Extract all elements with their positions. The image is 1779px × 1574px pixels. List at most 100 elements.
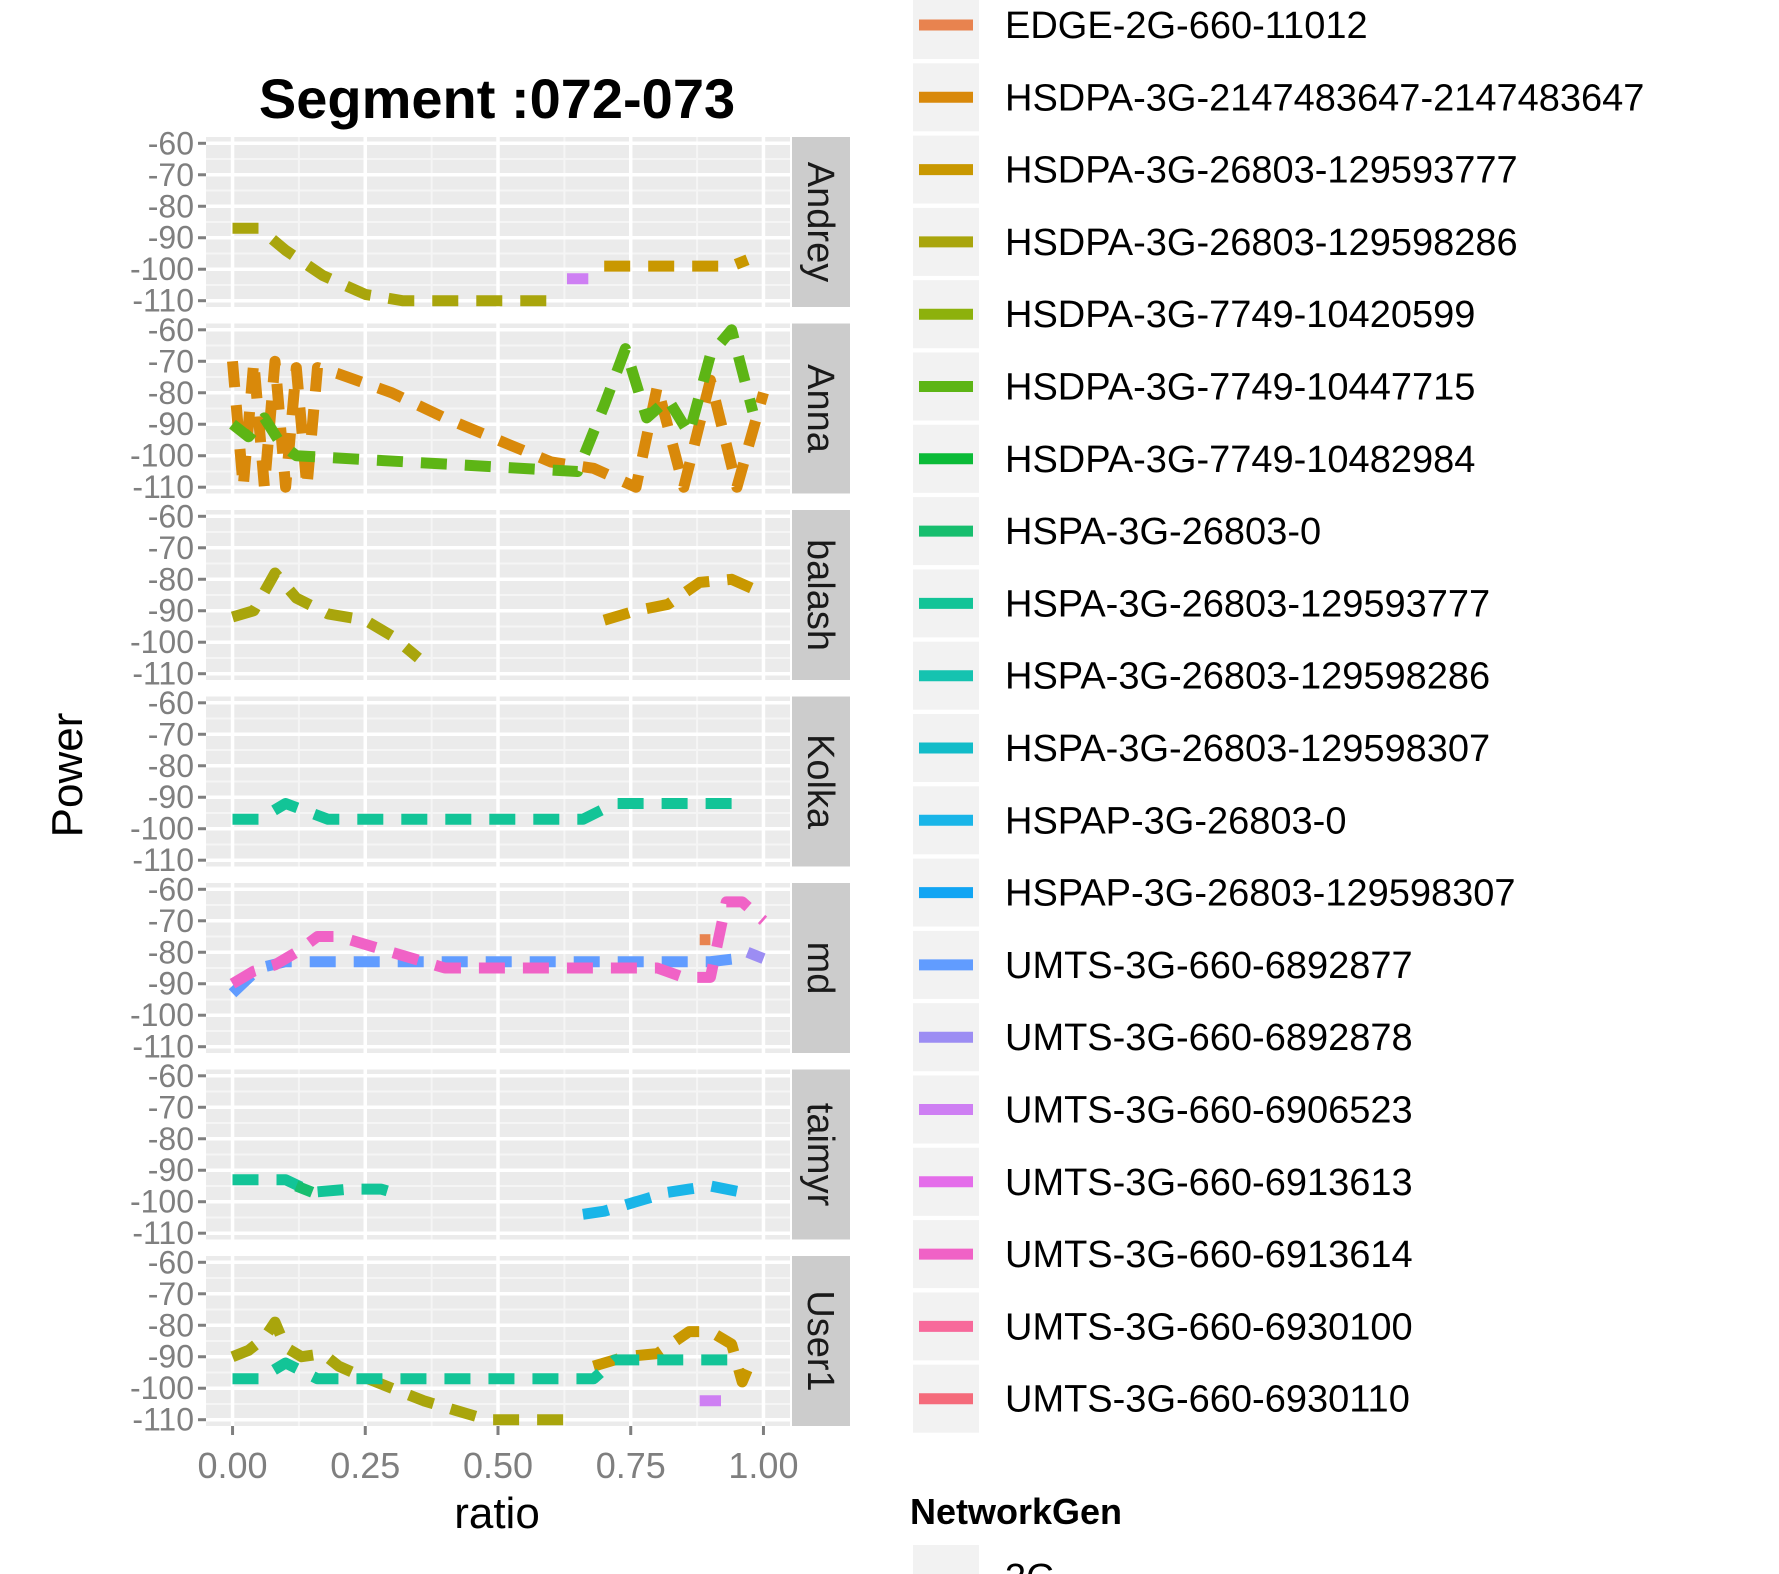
- legend-item: HSPAP-3G-26803-0: [913, 786, 1346, 855]
- y-tick-label: -60: [148, 125, 194, 161]
- y-tick-label: -110: [132, 469, 194, 505]
- y-tick-label: -80: [148, 561, 194, 597]
- legend-label: HSDPA-3G-7749-10447715: [1005, 367, 1475, 409]
- y-tick-label: -110: [132, 1215, 194, 1251]
- legend-item: UMTS-3G-660-6913614: [913, 1220, 1413, 1289]
- legend-label: HSDPA-3G-26803-129598286: [1005, 222, 1518, 264]
- legend-item: HSPA-3G-26803-0: [913, 497, 1321, 566]
- facet-strip-label: md: [799, 942, 841, 995]
- y-tick-label: -60: [148, 871, 194, 907]
- legend-key-background: [913, 1545, 979, 1574]
- y-tick-label: -80: [148, 1307, 194, 1343]
- series-line-HSDPA-3G-26803-129593777: [602, 573, 756, 626]
- series-line-HSPA-3G-26803-129598307: [582, 1180, 753, 1220]
- legend-label: HSPAP-3G-26803-0: [1005, 800, 1346, 842]
- y-tick-label: -90: [148, 1152, 194, 1188]
- series-line-HSDPA-3G-26803-129598286: [230, 567, 422, 663]
- legend-item: HSPA-3G-26803-129598307: [913, 714, 1490, 782]
- legend-label: EDGE-2G-660-11012: [1005, 5, 1368, 47]
- x-tick-label: 0.50: [463, 1445, 533, 1486]
- legend-item: UMTS-3G-660-6913613: [913, 1147, 1413, 1216]
- y-tick-label: -100: [130, 624, 194, 660]
- legend-label: UMTS-3G-660-6913613: [1005, 1162, 1413, 1204]
- y-tick-label: -80: [148, 748, 194, 784]
- series-line-HSDPA-3G-26803-129593777: [604, 254, 750, 272]
- legend-label: HSPA-3G-26803-0: [1005, 511, 1321, 553]
- legend-item: UMTS-3G-660-6930100: [913, 1292, 1413, 1361]
- series-line-HSDPA-3G-7749-10447715: [229, 324, 759, 477]
- legend-label: HSDPA-3G-7749-10482984: [1005, 439, 1475, 481]
- facet-strip: [792, 137, 850, 307]
- legend-label: UMTS-3G-660-6906523: [1005, 1090, 1413, 1132]
- y-tick-label: -110: [132, 1402, 194, 1438]
- legend-item: HSPAP-3G-26803-129598307: [913, 858, 1516, 927]
- panel-group: -60-70-80-90-100-110Andrey-60-70-80-90-1…: [130, 125, 850, 1438]
- y-tick-label: -70: [148, 903, 194, 939]
- y-tick-label: -60: [148, 1244, 194, 1280]
- y-tick-label: -80: [148, 375, 194, 411]
- facet-strip: [792, 1256, 850, 1426]
- legend-item: HSDPA-3G-7749-10420599: [913, 280, 1475, 349]
- legend-item: HSDPA-3G-7749-10447715: [913, 352, 1475, 421]
- x-tick-label: 1.00: [728, 1445, 798, 1486]
- x-tick-label: 0.25: [330, 1445, 400, 1486]
- facet-strip-label: Anna: [799, 364, 841, 454]
- y-tick-label: -60: [148, 498, 194, 534]
- series-line-UMTS-3G-660-6892878: [745, 947, 766, 964]
- legend-item: HSDPA-3G-7749-10482984: [913, 424, 1475, 493]
- legend: EDGE-2G-660-11012 HSDPA-3G-2147483647-214…: [910, 0, 1644, 1574]
- legend-label: HSDPA-3G-7749-10420599: [1005, 294, 1475, 336]
- y-tick-label: -60: [148, 685, 194, 721]
- legend-item: UMTS-3G-660-6930110: [913, 1364, 1410, 1433]
- facet-strip-label: balash: [799, 539, 841, 651]
- legend-label: UMTS-3G-660-6892877: [1005, 945, 1413, 987]
- facet-panel-md: -60-70-80-90-100-110 md: [130, 871, 850, 1065]
- facet-strip: [792, 510, 850, 680]
- legend-item: HSDPA-3G-26803-129598286: [913, 207, 1518, 276]
- y-tick-label: -110: [132, 1029, 194, 1065]
- y-tick-label: -110: [132, 656, 194, 692]
- series-line-HSDPA-3G-26803-129593777: [592, 1326, 758, 1388]
- y-tick-label: -90: [148, 966, 194, 1002]
- y-tick-label: -90: [148, 779, 194, 815]
- legend-label: HSDPA-3G-26803-129593777: [1005, 150, 1518, 192]
- facet-strip: [792, 883, 850, 1053]
- facet-strip-label: Andrey: [799, 162, 841, 282]
- facet-panel-balash: -60-70-80-90-100-110 balash: [130, 498, 850, 692]
- y-tick-label: -90: [148, 406, 194, 442]
- legend-label: 3G: [1005, 1557, 1056, 1574]
- legend-label: HSDPA-3G-2147483647-2147483647: [1005, 77, 1644, 119]
- series-line-HSPA-3G-26803-0: [294, 1180, 315, 1198]
- series-line-HSPA-3G-26803-129593777: [232, 798, 743, 825]
- y-tick-label: -90: [148, 593, 194, 629]
- facet-panel-anna: -60-70-80-90-100-110 Anna: [130, 312, 850, 505]
- series-line-HSDPA-3G-2147483647-2147483647: [227, 355, 769, 493]
- legend-label: UMTS-3G-660-6913614: [1005, 1234, 1413, 1276]
- y-tick-label: -100: [130, 438, 194, 474]
- facet-panel-user1: -60-70-80-90-100-110 User1: [130, 1244, 850, 1438]
- legend-item: UMTS-3G-660-6906523: [913, 1075, 1413, 1144]
- y-tick-label: -100: [130, 1370, 194, 1406]
- x-axis-label: ratio: [454, 1489, 540, 1538]
- legend-label: HSPA-3G-26803-129598307: [1005, 728, 1490, 770]
- legend-item: HSDPA-3G-26803-129593777: [913, 135, 1518, 204]
- y-tick-label: -70: [148, 157, 194, 193]
- legend-label: UMTS-3G-660-6930100: [1005, 1306, 1413, 1348]
- legend-label: HSPA-3G-26803-129593777: [1005, 583, 1490, 625]
- facet-strip: [792, 323, 850, 494]
- y-tick-label: -70: [148, 1089, 194, 1125]
- legend-item: HSPA-3G-26803-129598286: [913, 641, 1490, 710]
- y-tick-label: -60: [148, 1058, 194, 1094]
- series-line-HSDPA-3G-26803-129598286: [230, 1316, 573, 1426]
- y-axis-label: Power: [43, 713, 92, 838]
- facet-strip-label: User1: [799, 1290, 841, 1391]
- legend-label: UMTS-3G-660-6930110: [1005, 1379, 1410, 1421]
- facet-strip: [792, 1069, 850, 1240]
- y-tick-label: -100: [130, 251, 194, 287]
- y-tick-label: -100: [130, 1184, 194, 1220]
- y-tick-label: -80: [148, 1121, 194, 1157]
- legend-item: EDGE-2G-660-11012: [913, 0, 1368, 59]
- x-tick-label: 0.00: [198, 1445, 268, 1486]
- legend-item: HSDPA-3G-2147483647-2147483647: [913, 63, 1644, 132]
